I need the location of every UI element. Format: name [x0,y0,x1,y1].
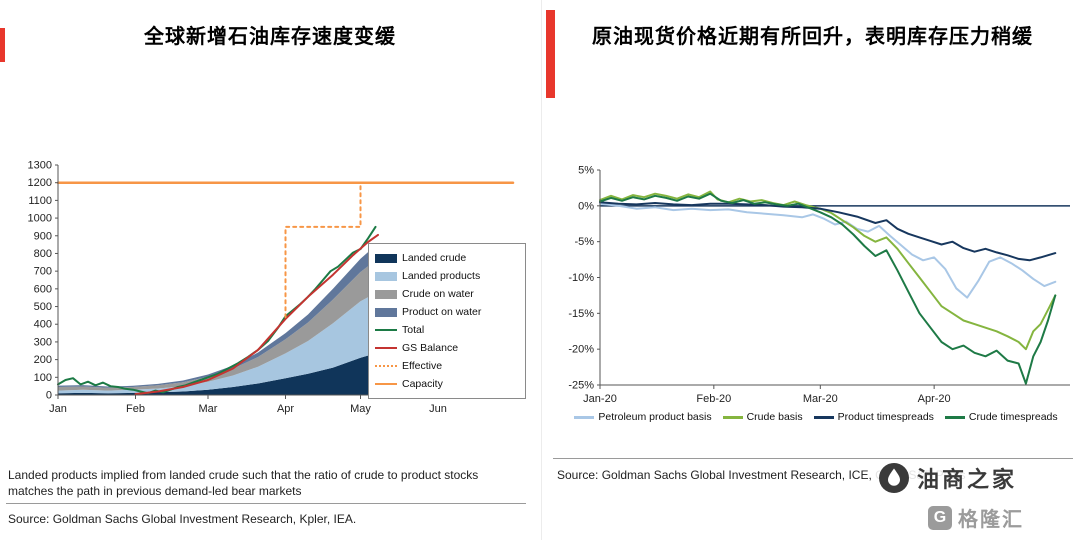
legend-item: Effective [375,359,519,373]
svg-text:300: 300 [34,336,52,348]
svg-text:Mar-20: Mar-20 [803,393,838,405]
legend-label: Product timespreads [837,411,934,423]
red-accent-bar-right [546,10,555,98]
right-chart-legend: Petroleum product basis Crude basis Produc… [555,411,1077,423]
legend-swatch [375,329,397,331]
legend-swatch [375,289,397,299]
legend-label: Crude basis [746,411,803,423]
legend-swatch [574,415,595,419]
gelonghui-logo-icon: G [928,505,952,530]
svg-text:600: 600 [34,283,52,295]
oil-home-logo-icon [879,463,909,493]
svg-text:100: 100 [34,372,52,384]
legend-label: GS Balance [402,342,459,354]
svg-text:1100: 1100 [28,195,52,207]
legend-item: Petroleum product basis [574,411,712,423]
legend-swatch [375,271,397,281]
legend-swatch [944,415,965,419]
right-chart-svg: 5% 0% -5% -10% -15% -20% -25%Jan-20 Feb-20 Mar-2… [568,165,1070,405]
footnote-line-1: Landed products implied from landed crud… [8,468,479,482]
svg-text:-15%: -15% [568,308,594,320]
right-chart-panel: 原油现货价格近期有所回升，表明库存压力稍缓 5% 0% -5% -10% -15% -20… [545,0,1080,540]
legend-label: Landed products [402,270,481,282]
right-divider-line [553,458,1073,459]
legend-swatch [813,415,834,419]
svg-text:900: 900 [34,230,52,242]
svg-text:Apr: Apr [277,403,294,415]
legend-swatch [375,383,397,385]
legend-label: Petroleum product basis [598,411,712,423]
legend-label: Crude timespreads [968,411,1058,423]
left-divider-line [6,503,526,504]
svg-text:1300: 1300 [28,160,52,172]
left-chart-panel: 全球新增石油库存速度变缓 0 100 200 300 400 500 600 700 800 90… [6,26,532,526]
legend-label: Total [402,324,425,336]
legend-item: Crude timespreads [944,411,1058,423]
svg-text:Feb-20: Feb-20 [696,393,731,405]
svg-text:Apr-20: Apr-20 [918,393,951,405]
legend-item: Crude on water [375,287,519,301]
legend-item: Landed crude [375,251,519,265]
legend-swatch [722,415,743,419]
svg-text:500: 500 [34,301,52,313]
left-chart-legend: Landed crude Landed products Crude on wate… [368,243,526,399]
legend-item: Capacity [375,377,519,391]
legend-label: Crude on water [402,288,474,300]
oil-home-watermark: 油商之家 [872,460,1024,496]
left-chart-svg: 0 100 200 300 400 500 600 700 800 900 1000 1100 1200… [28,160,515,415]
svg-text:200: 200 [34,354,52,366]
legend-swatch [375,307,397,317]
legend-label: Effective [402,360,443,372]
legend-item: Total [375,323,519,337]
left-chart-footnote: Landed products implied from landed crud… [8,468,532,499]
left-chart-title: 全球新增石油库存速度变缓 [144,26,396,48]
svg-text:-25%: -25% [568,380,594,392]
svg-text:-20%: -20% [568,344,594,356]
gelonghui-watermark: G 格隆汇 [928,503,1024,532]
legend-item: Product timespreads [813,411,934,423]
svg-text:800: 800 [34,248,52,260]
svg-text:0: 0 [46,390,52,402]
legend-label: Capacity [402,378,443,390]
svg-text:700: 700 [34,266,52,278]
legend-item: Product on water [375,305,519,319]
legend-item: Crude basis [722,411,803,423]
svg-text:1200: 1200 [28,177,52,189]
svg-text:400: 400 [34,319,52,331]
legend-swatch [375,365,397,367]
gelonghui-watermark-text: 格隆汇 [958,509,1024,531]
svg-text:0%: 0% [578,200,594,212]
right-chart-source: Source: Goldman Sachs Global Investment … [557,468,966,482]
legend-item: GS Balance [375,341,519,355]
svg-text:Feb: Feb [126,403,145,415]
left-chart-source: Source: Goldman Sachs Global Investment … [8,512,357,526]
svg-text:1000: 1000 [28,213,52,225]
legend-label: Landed crude [402,252,467,264]
svg-text:5%: 5% [578,165,594,177]
svg-text:Jan: Jan [49,403,67,415]
right-chart-title: 原油现货价格近期有所回升，表明库存压力稍缓 [592,26,1033,48]
svg-text:-5%: -5% [574,236,594,248]
svg-text:-10%: -10% [568,272,594,284]
red-accent-bar-left [0,28,5,62]
panel-divider [541,0,542,540]
legend-swatch [375,253,397,263]
legend-label: Product on water [402,306,482,318]
svg-text:Jan-20: Jan-20 [583,393,617,405]
legend-swatch [375,347,397,349]
svg-text:May: May [350,403,371,415]
svg-text:Jun: Jun [429,403,447,415]
oil-home-watermark-text: 油商之家 [917,467,1018,492]
legend-item: Landed products [375,269,519,283]
svg-text:Mar: Mar [199,403,218,415]
footnote-line-2: matches the path in previous demand-led … [8,483,302,498]
